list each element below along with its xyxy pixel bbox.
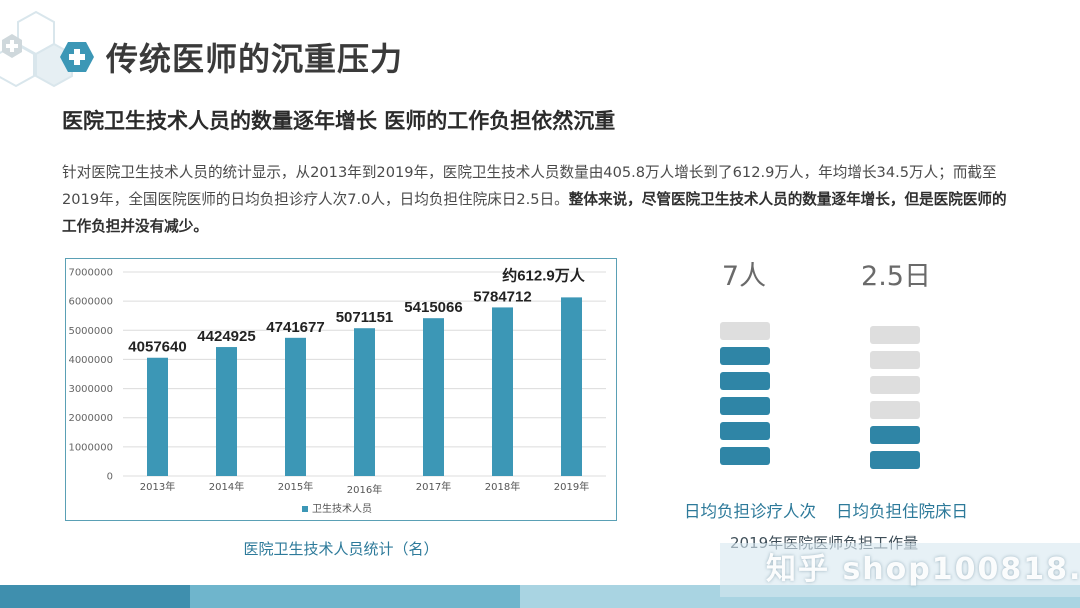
consult-count-label: 日均负担诊疗人次 [684,502,816,521]
summary-paragraph: 针对医院卫生技术人员的统计显示，从2013年到2019年，医院卫生技术人员数量由… [62,159,1012,240]
x-tick-label: 2018年 [485,480,520,493]
workload-block-filled [720,372,770,390]
bar [354,328,375,476]
chart-caption: 医院卫生技术人员统计（名） [243,540,439,558]
y-tick-label: 4000000 [68,355,113,366]
workload-block-filled [720,347,770,365]
summary-conclusion: 整体来说，尽管医院卫生技术人员的数量逐年增长，但是医院医师的工作负担并没有减少。 [62,191,1007,235]
footer-band-dark [0,585,190,608]
data-label: 5071151 [336,309,394,326]
x-tick-label: 2017年 [416,480,451,493]
y-tick-label: 1000000 [68,442,113,453]
medical-cross-icon [60,42,94,72]
y-tick-label: 6000000 [68,297,113,308]
footer-band-mid [190,585,520,608]
x-tick-label: 2015年 [278,480,313,493]
data-label: 4057640 [128,339,186,356]
consult-count-value: 7人 [721,261,767,292]
legend-swatch [302,506,308,512]
workload-block-empty [870,326,920,344]
section-subtitle: 医院卫生技术人员的数量逐年增长 医师的工作负担依然沉重 [62,109,616,133]
workload-block-empty [870,351,920,369]
workload-panel: 7人 2.5日 日均负担诊疗人次 日均负担住院床日 2019年医院医师负担工作量 [680,250,1010,560]
y-tick-label: 0 [107,472,113,483]
workload-block-filled [720,397,770,415]
data-label: 4424925 [197,328,255,345]
workload-block-empty [870,401,920,419]
x-tick-label: 2016年 [347,483,382,496]
data-label: 约612.9万人 [502,266,586,284]
bar [492,307,513,476]
summary-text: 针对医院卫生技术人员的统计显示，从2013年到2019年，医院卫生技术人员数量由… [62,164,997,208]
workload-block-filled [720,447,770,465]
bar [561,297,582,476]
bed-days-stack [870,326,920,476]
y-tick-label: 3000000 [68,384,113,395]
chart-canvas: 0 1000000 2000000 3000000 4000000 5000000 6000… [68,266,606,515]
data-label: 4741677 [266,319,324,336]
watermark: 知乎 shop100818.com [720,543,1080,597]
workload-block-filled [720,422,770,440]
data-label: 5415066 [404,299,462,316]
data-label: 5784712 [473,288,531,305]
workload-block-empty [720,322,770,340]
staff-bar-chart: 0 1000000 2000000 3000000 4000000 5000000 6000… [65,258,617,521]
x-tick-label: 2013年 [140,480,175,493]
bed-days-label: 日均负担住院床日 [836,502,968,521]
bar [423,318,444,476]
x-tick-label: 2014年 [209,480,244,493]
legend-label: 卫生技术人员 [312,502,372,515]
bed-days-value: 2.5日 [861,261,931,292]
bar [285,337,306,476]
page-title: 传统医师的沉重压力 [106,40,404,78]
bar [216,347,237,476]
y-tick-label: 7000000 [68,268,113,279]
bar [147,357,168,476]
workload-block-filled [870,451,920,469]
consult-count-stack [720,322,770,472]
x-tick-label: 2019年 [554,480,589,493]
y-tick-label: 2000000 [68,413,113,424]
workload-block-empty [870,376,920,394]
workload-block-filled [870,426,920,444]
y-tick-label: 5000000 [68,326,113,337]
